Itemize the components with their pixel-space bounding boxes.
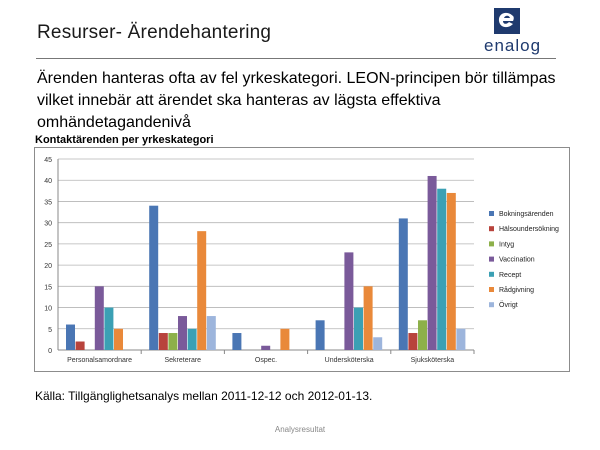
y-tick-label: 0 bbox=[48, 348, 52, 355]
bar bbox=[315, 320, 325, 350]
y-tick-label: 40 bbox=[44, 178, 52, 185]
y-tick-label: 15 bbox=[44, 284, 52, 291]
bar bbox=[261, 345, 271, 350]
legend-swatch bbox=[489, 302, 494, 308]
source-text: Källa: Tillgänglighetsanalys mellan 2011… bbox=[35, 389, 373, 403]
logo-text: enalog bbox=[484, 36, 542, 55]
footer-label: Analysresultat bbox=[274, 425, 326, 434]
legend-label: Hälsoundersökning bbox=[499, 226, 559, 233]
legend-swatch bbox=[489, 241, 494, 247]
bar bbox=[398, 218, 408, 350]
slide-title: Resurser- Ärendehantering bbox=[37, 22, 272, 43]
bar bbox=[206, 316, 216, 350]
bar bbox=[427, 175, 437, 350]
bar bbox=[178, 316, 187, 350]
bar bbox=[168, 333, 178, 350]
x-tick-label: Sekreterare bbox=[165, 357, 202, 364]
x-tick-label: Ospec. bbox=[255, 357, 277, 364]
x-tick-label: Sjuksköterska bbox=[411, 357, 455, 364]
bar bbox=[446, 192, 456, 350]
y-tick-label: 30 bbox=[44, 221, 52, 228]
legend-swatch bbox=[489, 256, 494, 262]
legend-swatch bbox=[489, 287, 494, 292]
legend-label: Vaccination bbox=[499, 257, 535, 264]
bar bbox=[456, 328, 466, 350]
y-tick-label: 35 bbox=[44, 199, 52, 206]
legend-label: Övrigt bbox=[499, 301, 518, 309]
enalog-logo-icon bbox=[494, 8, 520, 34]
bar bbox=[187, 328, 197, 350]
y-tick-label: 25 bbox=[44, 242, 52, 249]
title-divider bbox=[36, 58, 556, 59]
bar bbox=[114, 328, 123, 350]
y-tick-label: 5 bbox=[48, 327, 52, 334]
y-tick-label: 20 bbox=[44, 263, 52, 270]
legend-label: Rådgivning bbox=[499, 286, 534, 294]
bar bbox=[354, 307, 363, 350]
bar bbox=[232, 333, 242, 350]
bar bbox=[280, 328, 290, 350]
bar bbox=[408, 333, 418, 350]
intro-text: Ärenden hanteras ofta av fel yrkeskatego… bbox=[37, 70, 556, 131]
bar bbox=[94, 286, 104, 350]
legend-swatch bbox=[489, 226, 494, 232]
bar bbox=[344, 252, 354, 350]
y-tick-label: 45 bbox=[44, 157, 52, 164]
legend-label: Bokningsärenden bbox=[499, 211, 554, 218]
bar bbox=[66, 324, 75, 350]
bar bbox=[75, 341, 85, 350]
chart-frame bbox=[34, 147, 570, 372]
bar bbox=[373, 337, 383, 350]
bar bbox=[197, 231, 207, 350]
x-tick-label: Undersköterska bbox=[325, 357, 374, 364]
bar bbox=[437, 188, 447, 350]
legend-label: Intyg bbox=[499, 241, 514, 248]
bar bbox=[158, 333, 168, 350]
legend-label: Recept bbox=[499, 272, 521, 279]
legend-swatch bbox=[489, 211, 494, 216]
bar bbox=[418, 320, 427, 350]
x-tick-label: Personalsamordnare bbox=[67, 357, 132, 364]
legend-swatch bbox=[489, 271, 494, 277]
bar-chart: 0 5 10 15 20 25 30 35 40 45 Personalsamordnare Sekr… bbox=[34, 147, 570, 372]
bar bbox=[149, 205, 159, 350]
bar bbox=[104, 307, 114, 350]
chart-title: Kontaktärenden per yrkeskategori bbox=[35, 134, 214, 146]
bar bbox=[363, 286, 373, 350]
y-tick-label: 10 bbox=[44, 306, 52, 313]
